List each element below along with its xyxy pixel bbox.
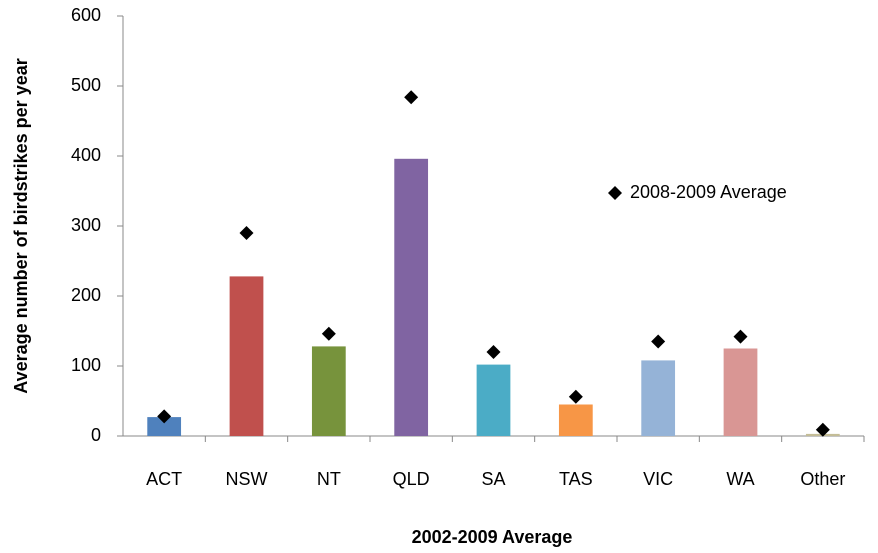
marker <box>486 345 501 359</box>
x-tick-label: TAS <box>559 469 593 489</box>
y-tick-label: 100 <box>71 355 101 375</box>
marker <box>568 389 583 404</box>
y-tick-label: 300 <box>71 215 101 235</box>
marker <box>239 226 254 240</box>
y-tick-label: 600 <box>71 5 101 25</box>
y-tick-label: 0 <box>91 425 101 445</box>
x-tick-label: WA <box>726 469 754 489</box>
bar <box>476 364 511 436</box>
x-tick-label: NSW <box>226 469 268 489</box>
legend-label: 2008-2009 Average <box>630 182 787 202</box>
bar <box>311 346 346 436</box>
x-axis-title: 2002-2009 Average <box>412 527 573 547</box>
marker <box>733 329 748 344</box>
legend-marker <box>608 186 622 200</box>
x-tick-label: Other <box>800 469 845 489</box>
bar <box>723 348 758 436</box>
y-axis-title: Average number of birdstrikes per year <box>11 58 31 393</box>
y-tick-label: 200 <box>71 285 101 305</box>
marker <box>157 409 172 424</box>
marker <box>815 422 830 437</box>
x-tick-label: ACT <box>146 469 182 489</box>
x-tick-label: QLD <box>393 469 430 489</box>
x-tick-label: NT <box>317 469 341 489</box>
y-tick-label: 500 <box>71 75 101 95</box>
bar <box>147 417 182 436</box>
bar <box>641 360 676 436</box>
marker <box>404 90 419 105</box>
x-tick-label: SA <box>481 469 505 489</box>
marker <box>321 326 336 341</box>
y-tick-label: 400 <box>71 145 101 165</box>
bar <box>558 404 593 436</box>
x-tick-label: VIC <box>643 469 673 489</box>
bar <box>394 158 429 437</box>
marker <box>651 334 666 349</box>
bar <box>229 276 264 436</box>
